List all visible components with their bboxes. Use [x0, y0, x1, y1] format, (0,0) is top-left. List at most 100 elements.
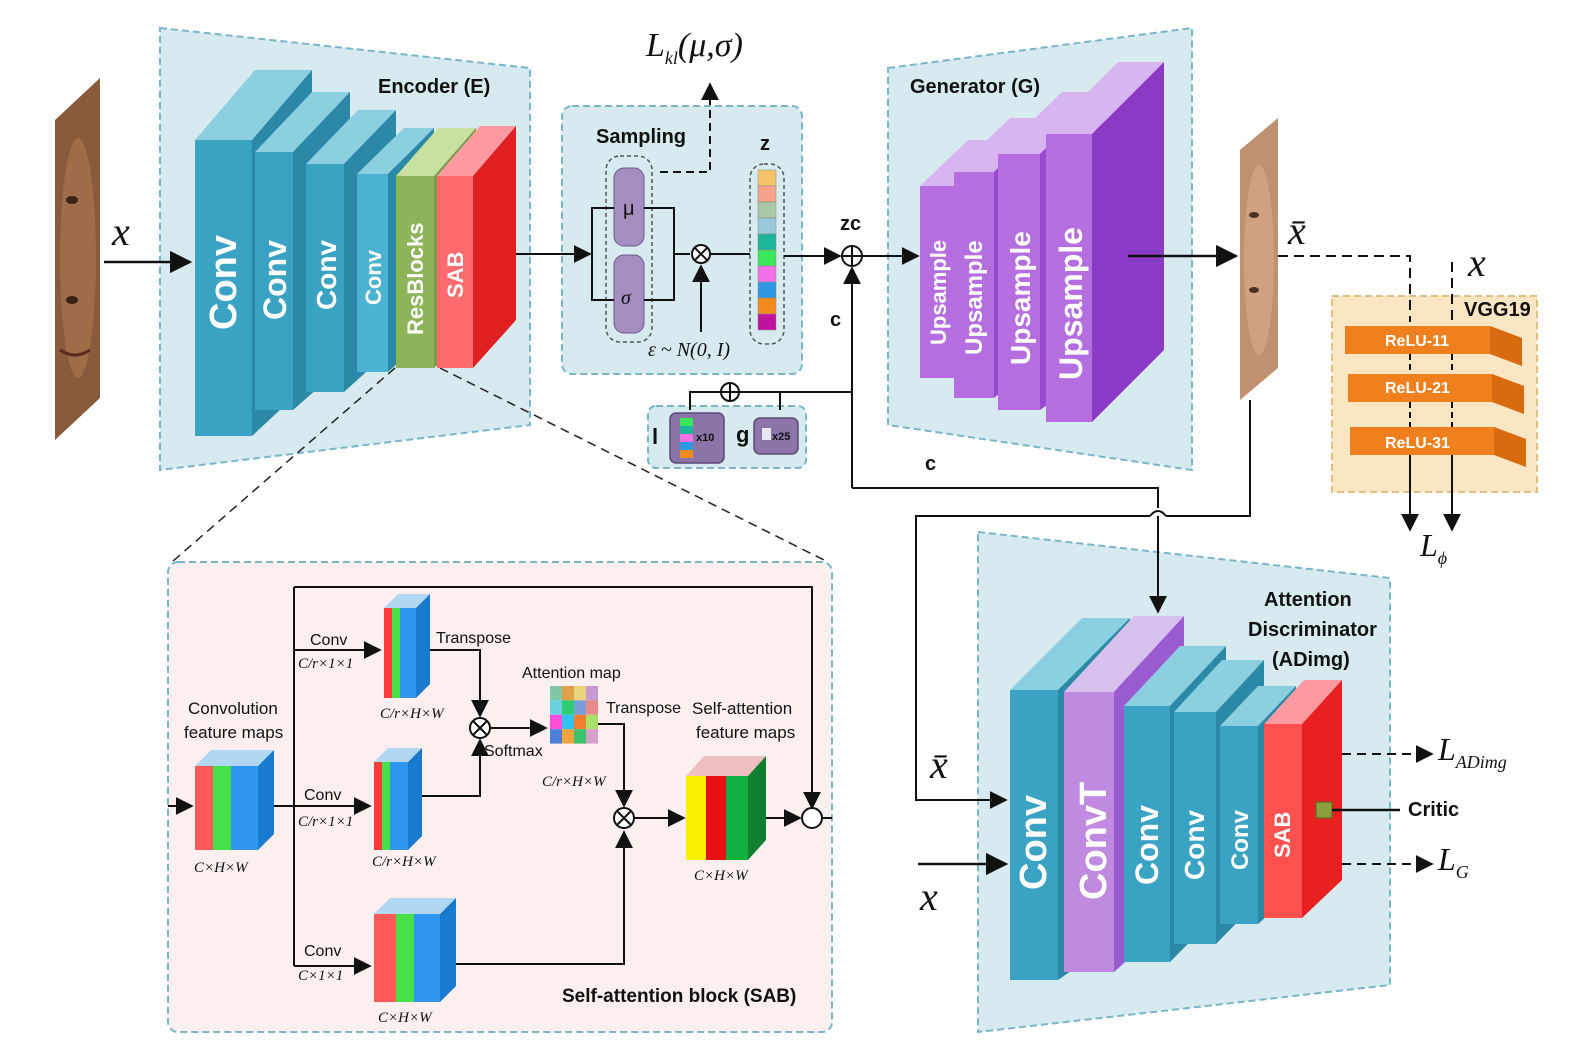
sab-panel	[167, 561, 833, 1033]
sab-multiply-op-1-cross	[472, 720, 488, 736]
attention-map-cell	[562, 729, 574, 744]
sab-multiply-op-2-cross	[616, 810, 632, 826]
sab-conv-label-3: Conv	[304, 943, 341, 960]
z-vector-cell	[757, 233, 777, 251]
discriminator-layer-label-1: Conv	[1013, 795, 1055, 890]
kl-loss-subscript: kl	[665, 48, 678, 68]
attention-map-cell	[586, 714, 598, 730]
sab-query-dim: C/r×H×W	[380, 706, 445, 722]
discriminator-fake-input-symbol: x̄	[929, 742, 948, 787]
sab-query-feature-map	[384, 594, 430, 698]
vgg-layer-relu-31	[1350, 427, 1526, 467]
softmax-label: Softmax	[484, 743, 543, 760]
encoder-layer-label-1: Conv	[203, 235, 245, 330]
adimg-loss-label: LADimg	[1437, 731, 1507, 772]
z-vector-cell	[757, 265, 777, 283]
critic-label: Critic	[1408, 799, 1459, 821]
zoom-line-left	[171, 367, 396, 563]
vgg-loss-symbol: L	[1419, 527, 1438, 563]
attention-map-cell	[574, 700, 586, 715]
encoder-layer-label-6: SAB	[443, 252, 468, 298]
attention-map-cell	[562, 686, 574, 701]
attention-map-cell	[574, 714, 586, 730]
attention-map-grid	[550, 686, 598, 744]
sab-sum-op	[801, 807, 823, 829]
l-multiplier: x10	[696, 432, 714, 444]
epsilon-label: ε ~ N(0, I)	[648, 339, 730, 361]
z-vector-cell	[757, 185, 777, 203]
encoder-layer-label-3: Conv	[311, 240, 342, 310]
sigma-box	[613, 254, 645, 334]
adimg-loss-symbol: L	[1437, 731, 1456, 767]
sab-conv-dim-2: C/r×1×1	[298, 814, 353, 830]
g-condition-cell	[762, 428, 771, 440]
vgg-input-symbol: x	[1467, 240, 1486, 285]
g-loss-symbol: L	[1437, 841, 1456, 877]
generator-layer-label-2: Upsample	[961, 240, 988, 355]
generator-layer-label-4: Upsample	[1053, 227, 1089, 380]
c-label-2: c	[925, 453, 936, 475]
output-to-vgg-line	[1278, 255, 1411, 322]
kl-loss-symbol: L	[645, 27, 665, 64]
c-label: c	[830, 309, 841, 331]
attention-to-multiply-arrow	[598, 723, 633, 808]
sab-input-dim: C×H×W	[194, 860, 249, 876]
sigma-to-multiply-line	[644, 254, 675, 301]
sab-key-dim: C/r×H×W	[372, 854, 437, 870]
l-g-concat-op-plus	[721, 383, 739, 401]
vgg-layer-label-3: ReLU-31	[1385, 435, 1450, 452]
sigma-label: σ	[621, 287, 632, 309]
zc-concat-op-plus	[842, 246, 862, 266]
sab-output-dim: C×H×W	[694, 868, 749, 884]
mu-sigma-group-box	[605, 155, 653, 343]
query-to-multiply-arrow	[430, 649, 489, 718]
attention-map-cell	[562, 714, 574, 730]
value-to-multiply-arrow	[456, 830, 633, 965]
key-to-multiply-arrow	[422, 738, 489, 797]
reconstructed-face-image	[1240, 118, 1278, 400]
vgg-loss-subscript: ϕ	[1438, 548, 1447, 568]
discriminator-layer-label-5: Conv	[1227, 809, 1254, 870]
attention-map-dim: C/r×H×W	[542, 774, 607, 790]
sab-residual-line	[294, 586, 821, 810]
vgg-layer-relu-11	[1345, 326, 1522, 366]
discriminator-layer-label-4: Conv	[1179, 810, 1210, 880]
output-to-discriminator-line	[1166, 400, 1251, 517]
sab-conv-dim-1: C/r×1×1	[298, 656, 353, 672]
sab-conv-label-1: Conv	[310, 632, 347, 649]
zoom-line-right	[439, 367, 829, 563]
g-loss-label: LG	[1437, 841, 1469, 882]
generator-output-symbol: x̄	[1287, 208, 1306, 253]
vgg-layer-label-2: ReLU-21	[1385, 380, 1450, 397]
sab-key-feature-map	[374, 748, 422, 850]
z-label: z	[760, 133, 770, 155]
mu-label: μ	[623, 198, 635, 220]
discriminator-layer-label-6: SAB	[1270, 812, 1295, 858]
transpose-label-2: Transpose	[606, 700, 681, 717]
conv-feature-maps-line-1: Convolution	[188, 699, 278, 718]
attention-map-cell	[586, 700, 598, 715]
z-vector-cell	[757, 169, 777, 187]
encoder-input-symbol: x	[111, 209, 130, 254]
sab-output-feature-map	[686, 756, 766, 860]
encoder-title: Encoder (E)	[378, 76, 490, 98]
sampling-title: Sampling	[596, 126, 686, 148]
attention-map-cell	[574, 729, 586, 744]
sab-title: Self-attention block (SAB)	[562, 986, 796, 1007]
z-vector-cell	[757, 281, 777, 299]
z-vector-cell	[757, 313, 777, 331]
split-to-mu-line	[591, 207, 614, 254]
critic-cube	[1315, 801, 1333, 819]
z-vector	[757, 169, 777, 331]
c-to-discriminator-arrow	[852, 487, 1159, 508]
c-line-hop	[1149, 510, 1167, 517]
z-vector-cell	[757, 217, 777, 235]
z-vector-outline	[749, 163, 785, 345]
discriminator-title-line-1: Attention	[1264, 589, 1352, 611]
split-to-sigma-line	[591, 254, 614, 301]
attention-map-cell	[562, 700, 574, 715]
vgg-loss-label: Lϕ	[1419, 527, 1447, 568]
discriminator-title-line-2: Discriminator	[1248, 619, 1377, 641]
output-to-discriminator-line-2	[915, 515, 1150, 809]
